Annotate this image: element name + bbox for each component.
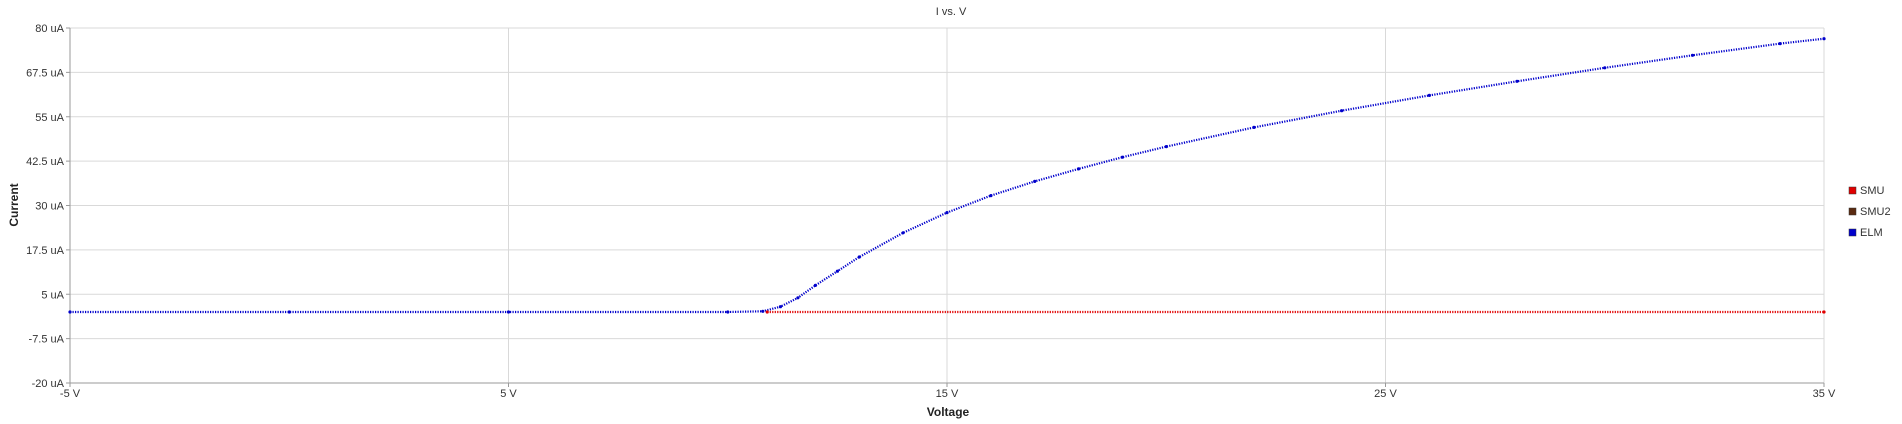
series-elm-point: [835, 269, 840, 273]
series-elm-point: [287, 310, 291, 314]
series-elm-point: [1120, 155, 1124, 159]
series-elm-point: [761, 309, 765, 313]
x-tick-label: 5 V: [500, 388, 517, 400]
series-elm-point: [901, 231, 905, 235]
legend-label-elm: ELM: [1860, 227, 1883, 239]
y-tick-label: -7.5 uA: [29, 334, 65, 346]
series-elm-point: [857, 255, 861, 259]
series-elm-point: [1427, 93, 1431, 97]
y-tick-label: -20 uA: [32, 378, 65, 390]
series-elm-point: [1076, 167, 1081, 171]
series-elm-point: [1778, 42, 1782, 46]
series-elm-point: [813, 283, 818, 287]
grid: [69, 27, 1825, 384]
legend-swatch-elm: [1848, 228, 1857, 237]
x-tick-label: 15 V: [936, 388, 959, 400]
series-smu-point: [765, 310, 769, 314]
y-tick-label: 42.5 uA: [26, 156, 65, 168]
series-elm-point: [68, 310, 72, 314]
axes: -5 V 5 V 15 V 25 V 35 V 80 uA 67.5 uA 55 uA 42.5…: [26, 23, 1836, 400]
series-elm-point: [726, 310, 730, 314]
legend-swatch-smu: [1848, 186, 1857, 195]
y-tick-label: 67.5 uA: [26, 67, 65, 79]
legend-label-smu2: SMU2: [1860, 206, 1891, 218]
legend-label-smu: SMU: [1860, 185, 1885, 197]
series-elm-point: [778, 305, 783, 309]
series-elm-point: [1515, 79, 1519, 83]
series-elm-point: [1164, 145, 1168, 149]
series-smu-point: [1822, 310, 1826, 314]
x-tick-label: 25 V: [1374, 388, 1397, 400]
series-elm-point: [1603, 66, 1607, 70]
y-tick-label: 5 uA: [41, 289, 64, 301]
y-axis-label: Current: [7, 183, 21, 226]
series-elm-point: [1690, 53, 1695, 57]
series-elm-point: [989, 194, 993, 198]
x-tick-label: -5 V: [60, 388, 81, 400]
series-elm-point: [1033, 179, 1037, 183]
series-elm-point: [1822, 37, 1826, 41]
legend: SMU SMU2 ELM: [1848, 185, 1891, 239]
series-elm-point: [796, 296, 800, 300]
chart-title: I vs. V: [936, 6, 967, 18]
y-tick-label: 30 uA: [35, 201, 64, 213]
y-tick-label: 17.5 uA: [26, 245, 65, 257]
y-tick-label: 55 uA: [35, 112, 64, 124]
x-tick-label: 35 V: [1813, 388, 1836, 400]
series-elm-point: [1340, 109, 1344, 113]
y-tick-label: 80 uA: [35, 23, 64, 35]
series-elm-point: [945, 211, 949, 215]
series-elm-point: [506, 310, 511, 314]
legend-swatch-smu2: [1848, 207, 1857, 216]
series-layer: [68, 37, 1826, 314]
series-elm-point: [1252, 125, 1256, 129]
x-axis-label: Voltage: [927, 405, 970, 419]
